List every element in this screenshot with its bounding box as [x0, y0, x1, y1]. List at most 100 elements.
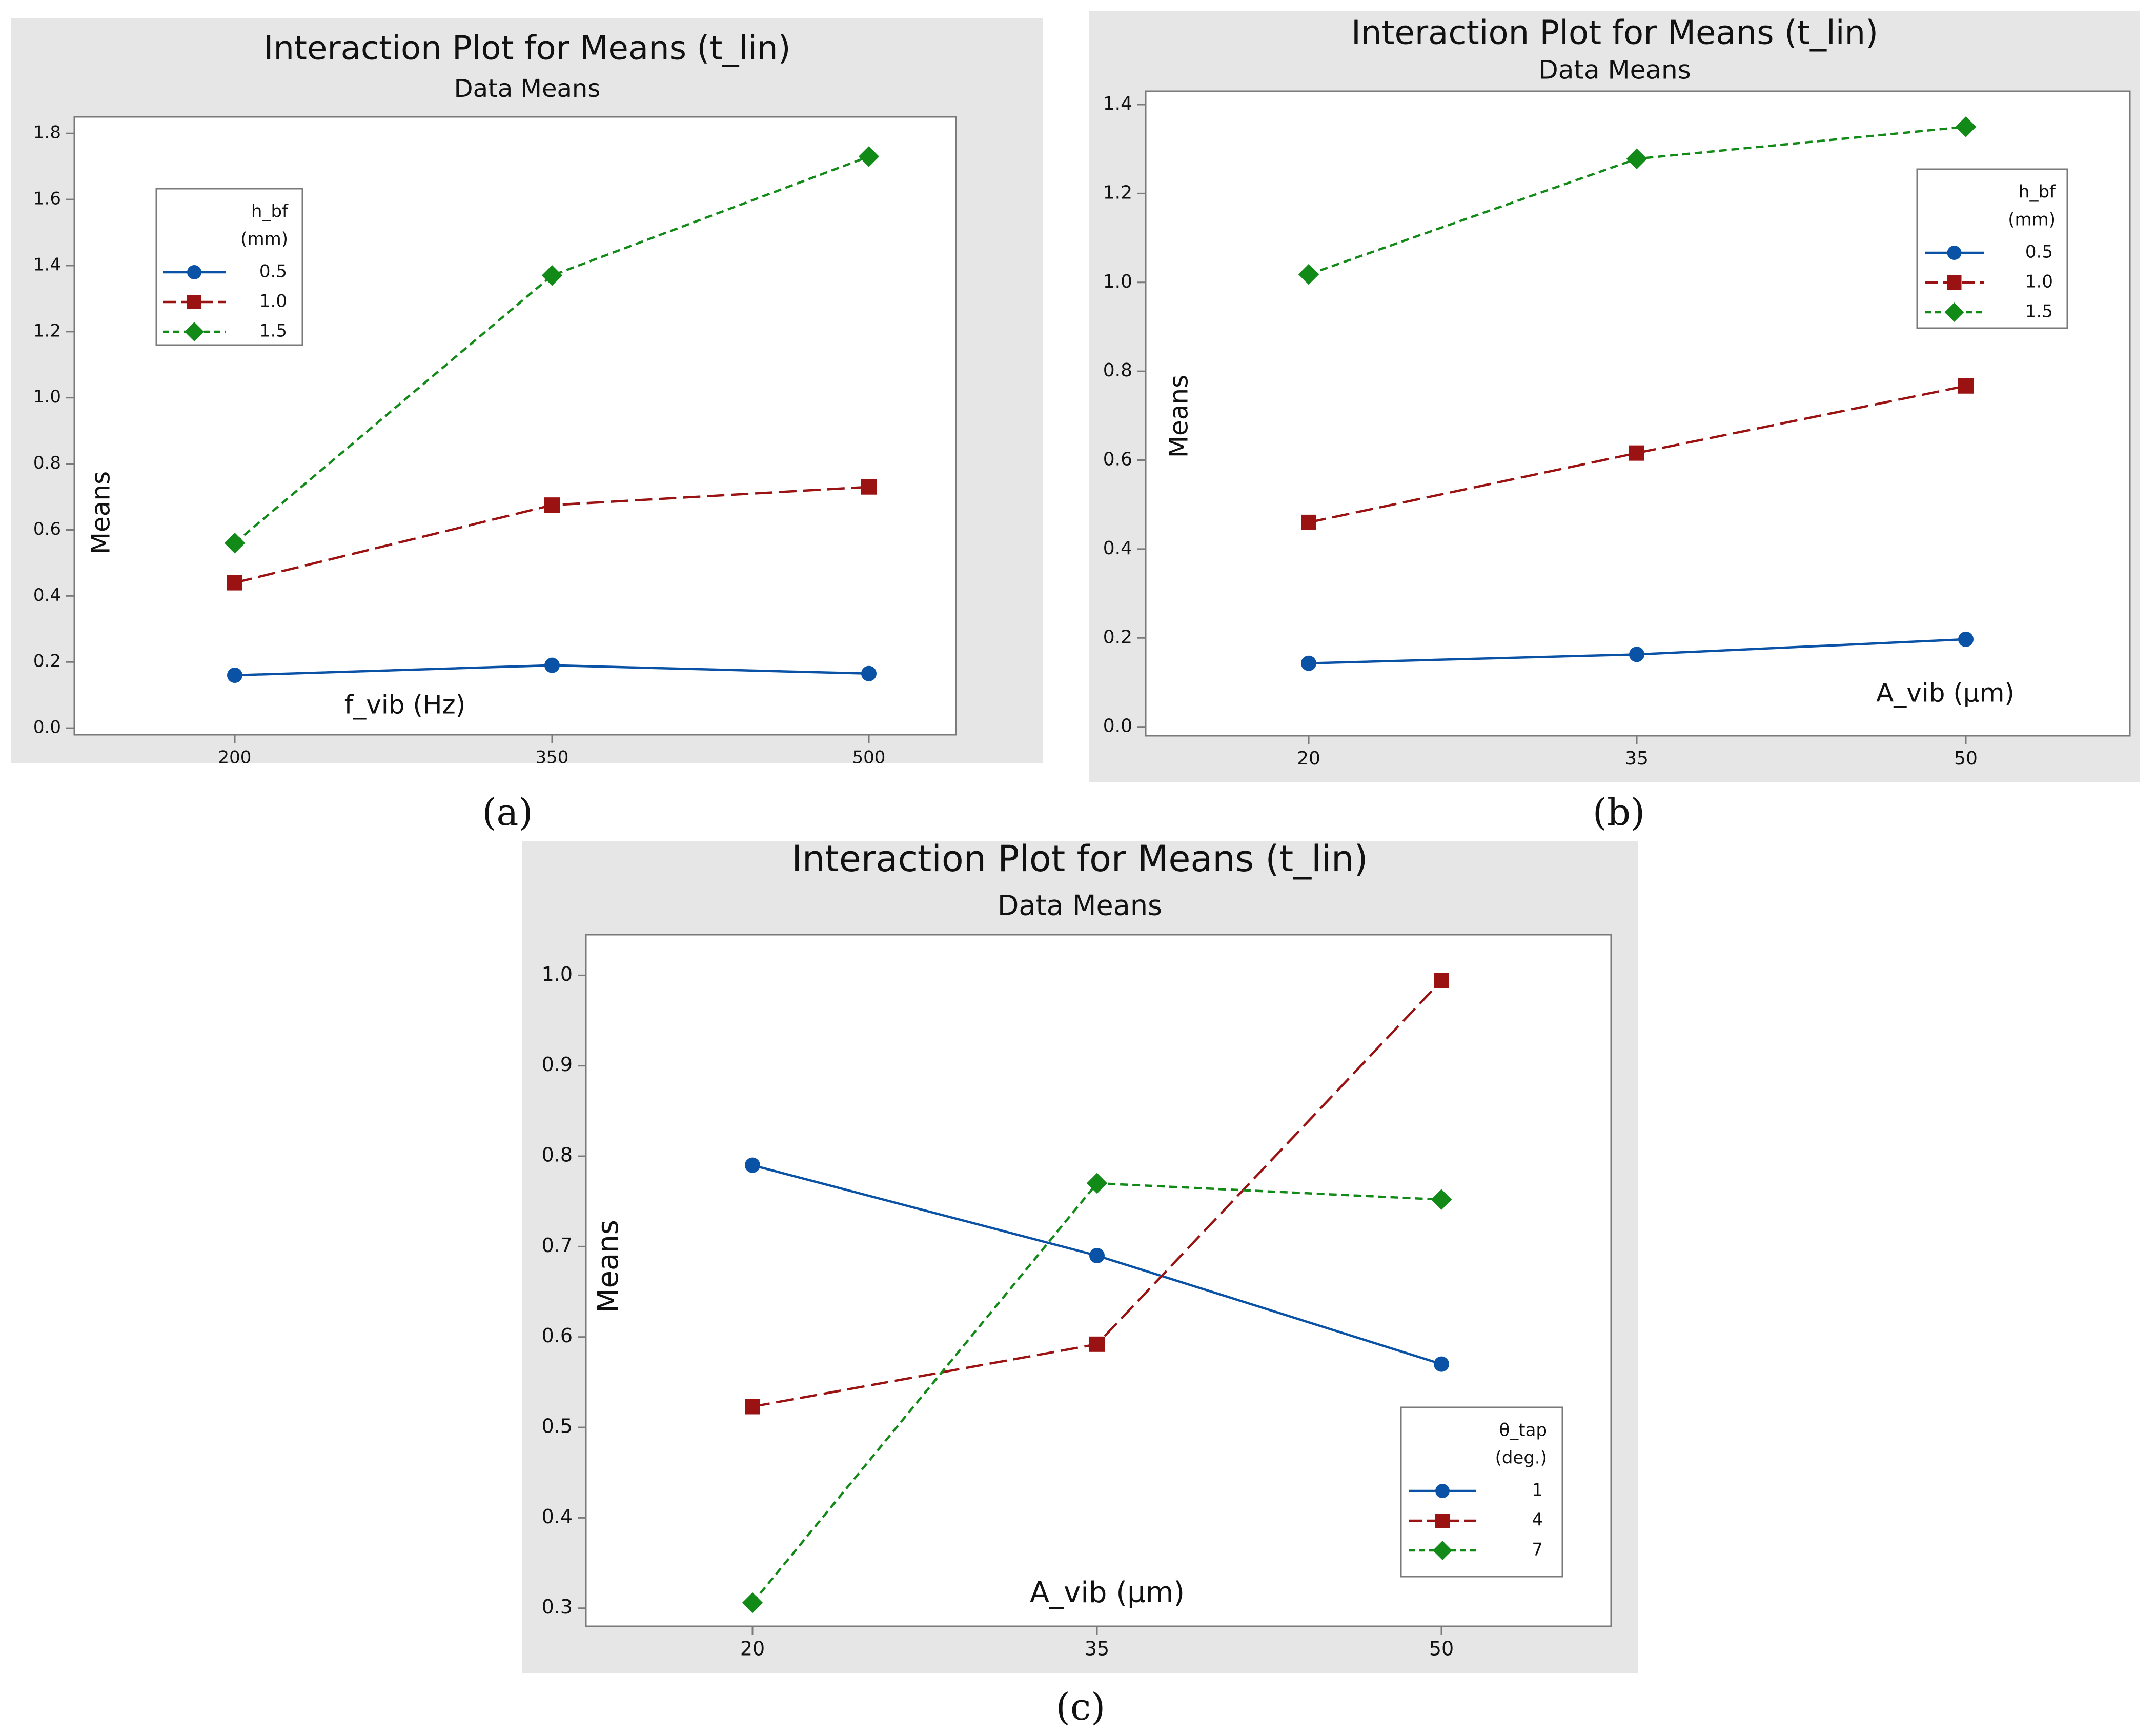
series-line-1.5 [234, 155, 869, 544]
legend-entry-1.5: 1.5 [259, 321, 287, 341]
data-point-1.5-35 [1626, 148, 1647, 170]
legend-box [1916, 168, 2068, 329]
data-point-0.5-35 [1629, 647, 1644, 662]
x-axis-label: A_vib (µm) [1030, 1576, 1185, 1609]
legend-title: θ_tap [1499, 1420, 1547, 1441]
legend-entry-0.5: 0.5 [2025, 242, 2053, 263]
y-tick-label: 1.6 [33, 189, 61, 209]
chart-title: Interaction Plot for Means (t_lin) [791, 838, 1368, 880]
legend-box [155, 188, 303, 346]
data-point-1.0-200 [227, 575, 242, 591]
y-tick-label: 0.6 [542, 1324, 573, 1347]
x-tick-label: 35 [1625, 748, 1649, 769]
legend-marker-1 [1435, 1484, 1450, 1498]
data-point-1-35 [1089, 1248, 1105, 1264]
x-tick-label: 200 [218, 748, 252, 768]
legend-marker-0.5 [187, 265, 201, 279]
y-tick-label: 0.2 [1103, 627, 1132, 648]
x-axis-label: f_vib (Hz) [344, 690, 466, 720]
chart-subtitle: Data Means [998, 890, 1162, 922]
y-tick-label: 1.4 [33, 254, 61, 275]
legend-marker-1.5 [185, 322, 204, 341]
chart-panel-1: Interaction Plot for Means (t_lin) Data M… [11, 18, 1043, 834]
y-tick-label: 0.3 [542, 1596, 573, 1618]
y-tick-label: 1.0 [542, 963, 573, 985]
data-point-1.0-350 [544, 497, 560, 513]
y-tick-label: 0.8 [33, 453, 61, 473]
data-point-1.5-350 [541, 265, 563, 286]
data-point-1.5-200 [224, 533, 246, 554]
legend-marker-4 [1435, 1514, 1450, 1528]
legend: h_bf (mm) 0.5 1.0 1.5 [1916, 168, 2068, 329]
y-tick-label: 0.4 [1103, 538, 1132, 559]
data-point-1.0-35 [1629, 445, 1644, 461]
data-point-1.0-50 [1958, 378, 1974, 394]
y-tick-label: 0.7 [542, 1234, 573, 1257]
data-point-0.5-20 [1301, 655, 1316, 671]
y-tick-label: 1.0 [33, 387, 61, 407]
y-tick-label: 0.4 [33, 585, 61, 606]
legend-title: h_bf [251, 201, 289, 222]
legend-marker-0.5 [1947, 246, 1962, 260]
x-tick-label: 500 [852, 748, 886, 768]
panel-caption: (b) [1593, 791, 1645, 834]
panel-caption: (c) [1056, 1685, 1106, 1728]
data-point-0.5-350 [544, 657, 560, 673]
data-point-1-50 [1434, 1356, 1449, 1372]
y-tick-label: 0.8 [1103, 360, 1132, 381]
y-tick-label: 0.5 [542, 1415, 573, 1438]
x-tick-label: 20 [740, 1638, 765, 1660]
data-point-4-50 [1434, 973, 1449, 988]
legend-entry-1.5: 1.5 [2025, 301, 2053, 322]
y-tick-label: 0.4 [542, 1505, 573, 1528]
legend-subtitle: (deg.) [1495, 1448, 1547, 1468]
chart-subtitle: Data Means [454, 74, 601, 103]
y-tick-label: 0.8 [542, 1144, 573, 1166]
legend-marker-1.5 [1944, 302, 1964, 322]
x-tick-label: 350 [536, 748, 569, 768]
legend-entry-1.0: 1.0 [259, 291, 287, 312]
y-axis-label: Means [1164, 375, 1194, 458]
legend-entry-1.0: 1.0 [2025, 272, 2053, 292]
chart-subtitle: Data Means [1538, 55, 1691, 85]
chart-title: Interaction Plot for Means (t_lin) [263, 30, 790, 68]
data-point-7-20 [742, 1592, 763, 1613]
x-tick-label: 35 [1085, 1638, 1109, 1660]
y-tick-label: 0.6 [1103, 449, 1132, 470]
x-tick-label: 50 [1954, 748, 1978, 769]
y-axis-label: Means [86, 471, 116, 554]
data-point-4-20 [745, 1399, 760, 1415]
y-tick-label: 1.2 [1103, 182, 1132, 203]
chart-title: Interaction Plot for Means (t_lin) [1351, 14, 1878, 52]
legend-title: h_bf [2019, 182, 2056, 203]
legend: θ_tap (deg.) 1 4 7 [1400, 1406, 1563, 1578]
data-point-1.5-500 [858, 146, 880, 167]
legend-entry-0.5: 0.5 [259, 261, 287, 282]
chart-panel-3: Interaction Plot for Means (t_lin) Data M… [522, 838, 1638, 1728]
data-point-1.5-20 [1298, 264, 1319, 285]
x-axis-label: A_vib (µm) [1876, 678, 2015, 708]
y-tick-label: 0.6 [33, 519, 61, 539]
legend-entry-4: 4 [1532, 1510, 1543, 1530]
data-point-0.5-500 [861, 665, 877, 681]
data-point-0.5-200 [227, 668, 242, 683]
y-tick-label: 0.0 [1103, 716, 1132, 737]
series-line-1.0 [1308, 385, 1966, 524]
legend-marker-1.0 [187, 295, 201, 309]
data-point-1.0-20 [1301, 514, 1316, 530]
y-tick-label: 0.2 [33, 651, 61, 672]
legend-entry-7: 7 [1532, 1540, 1543, 1560]
legend-marker-1.0 [1947, 275, 1962, 290]
chart-panel-2: Interaction Plot for Means (t_lin)Data M… [1089, 11, 2140, 834]
y-tick-label: 1.8 [33, 123, 61, 143]
y-tick-label: 1.0 [1103, 271, 1132, 292]
legend-marker-7 [1433, 1541, 1452, 1560]
x-tick-label: 50 [1429, 1638, 1454, 1660]
legend: h_bf (mm) 0.5 1.0 1.5 [155, 188, 303, 346]
data-point-7-35 [1086, 1173, 1108, 1194]
x-tick-label: 20 [1297, 748, 1320, 769]
data-point-1.5-50 [1955, 116, 1977, 137]
data-point-7-50 [1431, 1189, 1452, 1210]
data-point-0.5-50 [1958, 631, 1974, 647]
